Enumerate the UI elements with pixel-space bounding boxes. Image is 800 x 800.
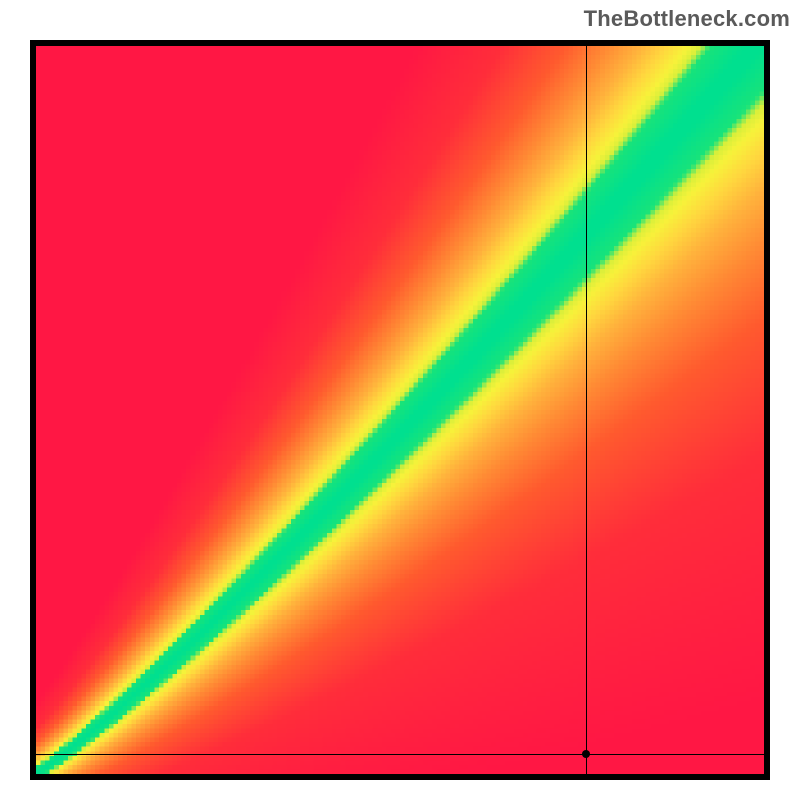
plot-frame	[30, 40, 770, 780]
crosshair-vertical	[586, 46, 587, 774]
chart-container: TheBottleneck.com	[0, 0, 800, 800]
crosshair-dot	[582, 750, 590, 758]
bottleneck-heatmap	[36, 46, 764, 774]
watermark-text: TheBottleneck.com	[584, 6, 790, 32]
crosshair-horizontal	[36, 754, 764, 755]
